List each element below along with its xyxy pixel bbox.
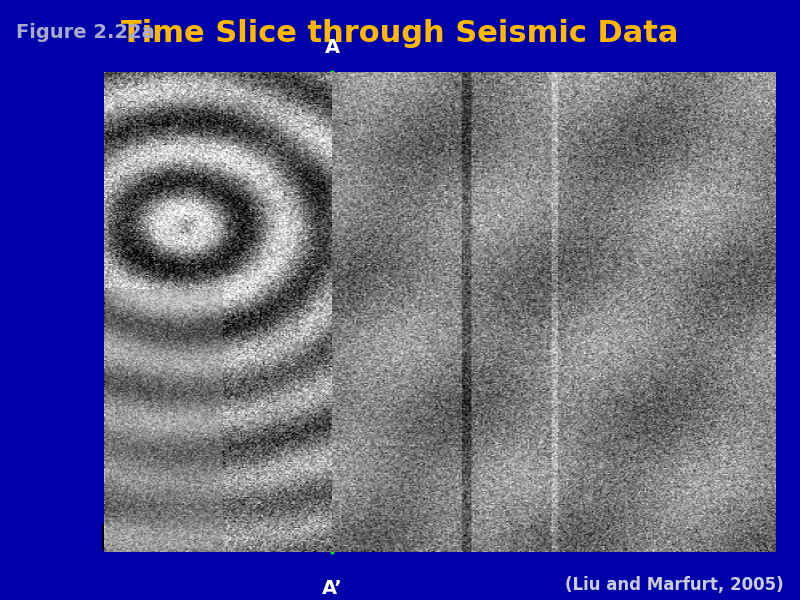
- FancyArrow shape: [136, 130, 184, 171]
- FancyArrow shape: [408, 240, 453, 257]
- Text: Time Slice through Seismic Data: Time Slice through Seismic Data: [122, 19, 678, 47]
- Text: 2 km: 2 km: [142, 465, 178, 479]
- Text: A’: A’: [322, 579, 342, 598]
- Text: Pennsylvanian Channels
Time Slice t=1.060 s: Pennsylvanian Channels Time Slice t=1.06…: [578, 84, 768, 114]
- Text: (Liu and Marfurt, 2005): (Liu and Marfurt, 2005): [566, 576, 784, 594]
- Bar: [105, 289, 223, 553]
- FancyArrow shape: [484, 303, 531, 338]
- FancyArrow shape: [283, 299, 332, 317]
- Text: Original data: Original data: [108, 529, 220, 545]
- FancyArrow shape: [400, 166, 444, 204]
- Text: A: A: [325, 38, 339, 57]
- Text: Figure 2.22a: Figure 2.22a: [16, 23, 154, 43]
